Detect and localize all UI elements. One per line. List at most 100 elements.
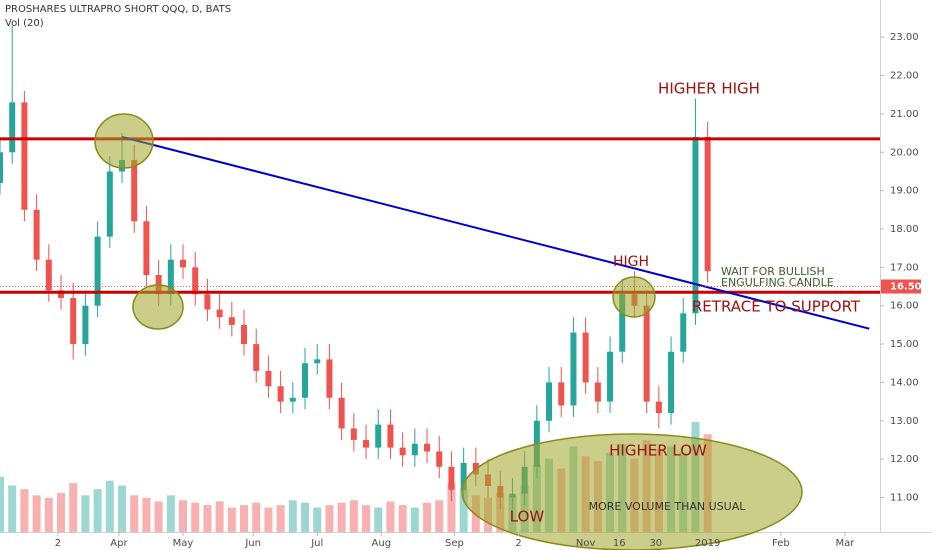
annotation: HIGHER LOW xyxy=(609,442,707,460)
chart-title: PROSHARES ULTRAPRO SHORT QQQ, D, BATS xyxy=(5,4,231,15)
candle-body xyxy=(448,466,455,490)
annotation: RETRACE TO SUPPORT xyxy=(692,298,861,316)
volume-bar xyxy=(118,485,127,532)
volume-bar xyxy=(337,502,346,532)
y-tick-label: 22.00 xyxy=(890,71,919,82)
volume-bar xyxy=(227,507,236,532)
volume-bar xyxy=(252,502,261,532)
x-tick-label: 2 xyxy=(55,538,61,549)
highlight-ellipse xyxy=(612,276,656,318)
candle-body xyxy=(704,136,711,272)
candle-body xyxy=(302,363,309,398)
x-tick-label: Mar xyxy=(835,538,855,549)
x-tick-label: 30 xyxy=(649,538,662,549)
candle-body xyxy=(436,451,443,467)
candle-body xyxy=(253,344,260,371)
candle-body xyxy=(192,267,199,295)
volume-bar xyxy=(240,505,249,532)
candle-body xyxy=(216,309,223,318)
x-tick-label: Feb xyxy=(772,538,790,549)
y-tick-label: 23.00 xyxy=(890,32,919,43)
candle-body xyxy=(326,359,333,398)
y-tick-label: 21.00 xyxy=(890,109,919,120)
volume-bar xyxy=(301,502,310,532)
x-tick-label: Jun xyxy=(244,538,261,549)
candle-body xyxy=(314,359,321,364)
y-tick-label: 14.00 xyxy=(890,377,919,388)
volume-bar xyxy=(0,477,4,532)
candle-body xyxy=(58,290,65,299)
volume-bar xyxy=(459,489,468,532)
x-tick-label: Apr xyxy=(110,538,128,549)
candle-body xyxy=(228,317,235,325)
volume-bar xyxy=(288,500,297,532)
volume-bar xyxy=(374,507,383,532)
volume-bar xyxy=(362,505,371,532)
volume-bar xyxy=(44,497,53,532)
candle-body xyxy=(607,351,614,402)
candle-body xyxy=(558,382,565,406)
trendline xyxy=(121,135,870,330)
candle-body xyxy=(289,397,296,402)
y-tick-label: 11.00 xyxy=(890,492,919,503)
annotation: WAIT FOR BULLISH xyxy=(721,265,825,278)
x-tick-label: 2 xyxy=(515,538,521,549)
volume-bar xyxy=(325,505,334,532)
annotation: LOW xyxy=(510,508,545,526)
highlight-ellipse xyxy=(94,113,154,169)
volume-bar xyxy=(398,505,407,532)
volume-bar xyxy=(435,500,444,532)
candle-body xyxy=(411,443,418,456)
volume-bar xyxy=(57,492,66,532)
last-price-box xyxy=(881,279,921,294)
volume-label: Vol (20) xyxy=(5,18,44,29)
candle-body xyxy=(204,294,211,310)
volume-bar xyxy=(105,480,114,532)
candle-body xyxy=(375,424,382,448)
last-price-label: 16.50 xyxy=(890,282,922,293)
volume-bar xyxy=(191,502,200,532)
candle-body xyxy=(277,386,284,402)
volume-bar xyxy=(423,502,432,532)
candle-body xyxy=(106,171,113,237)
candle-body xyxy=(399,447,406,456)
y-tick-label: 17.00 xyxy=(890,262,919,273)
volume-bar xyxy=(154,501,163,532)
candle-body xyxy=(167,259,174,295)
candle-body xyxy=(265,370,272,387)
volume-bar xyxy=(81,495,90,532)
candle-body xyxy=(655,401,662,414)
candle-body xyxy=(668,351,675,414)
candle-body xyxy=(338,397,345,429)
volume-bar xyxy=(264,507,273,532)
candle-body xyxy=(70,298,77,345)
candle-body xyxy=(570,332,577,406)
candle-body xyxy=(131,159,138,222)
candle-body xyxy=(9,102,16,153)
y-tick-label: 18.00 xyxy=(890,224,919,235)
volume-bar xyxy=(215,501,224,532)
volume-bar xyxy=(386,501,395,532)
x-tick-label: Nov xyxy=(576,538,596,549)
volume-bar xyxy=(447,483,456,532)
annotation: HIGHER HIGH xyxy=(658,80,760,98)
candle-body xyxy=(643,305,650,402)
candle-body xyxy=(424,443,431,452)
candle-body xyxy=(180,259,187,268)
candle-body xyxy=(387,424,394,448)
candle-body xyxy=(21,102,28,210)
annotation: MORE VOLUME THAN USUAL xyxy=(589,500,747,513)
highlight-ellipse xyxy=(132,284,184,330)
candle-body xyxy=(692,136,699,314)
annotation: HIGH xyxy=(613,254,649,270)
candle-body xyxy=(363,439,370,448)
candle-body xyxy=(94,236,101,306)
candle-body xyxy=(0,152,3,183)
candle-body xyxy=(143,221,150,276)
candle-body xyxy=(350,428,357,440)
candle-body xyxy=(619,294,626,352)
volume-bar xyxy=(20,489,29,532)
y-tick-label: 13.00 xyxy=(890,416,919,427)
